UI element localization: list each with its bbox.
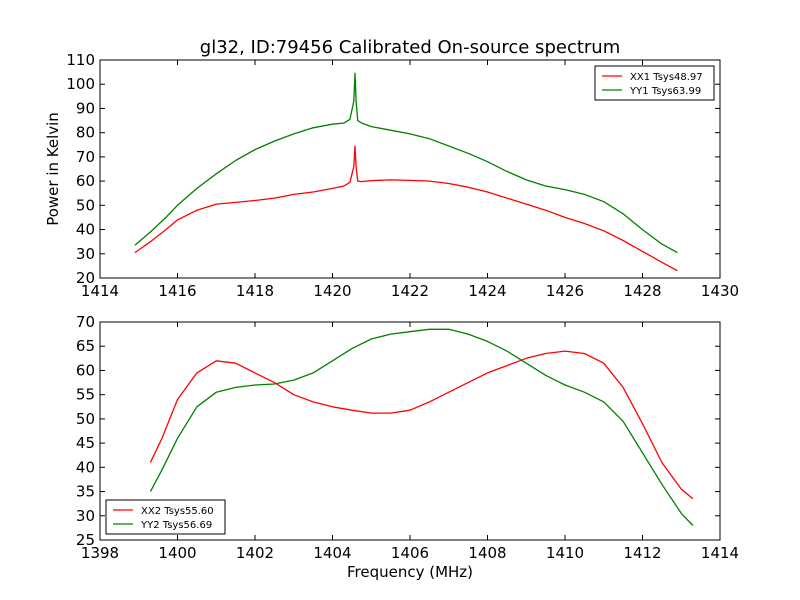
- legend-box-1: [594, 65, 715, 101]
- x-tick-label-1-1: 1416: [158, 282, 196, 300]
- x-tick-label-1-2: 1418: [236, 282, 274, 300]
- y-axis-label-top: Power in Kelvin: [44, 112, 62, 226]
- y-tick-label-1-9: 110: [66, 51, 95, 69]
- x-tick-label-1-6: 1426: [546, 282, 584, 300]
- x-axis-label: Frequency (MHz): [347, 563, 473, 581]
- series-line-1-2: [134, 72, 678, 254]
- x-tick-label-1-0: 1414: [81, 282, 119, 300]
- y-tick-label-1-5: 70: [76, 148, 95, 166]
- y-tick-label-2-8: 65: [76, 337, 95, 355]
- series-line-2-1: [149, 350, 694, 500]
- top-panel: 1414 1416 1418 1420 1422 1424 1426 1428 1430 20 30…: [66, 51, 739, 300]
- chart-title: gl32, ID:79456 Calibrated On-source spec…: [200, 37, 620, 58]
- y-tick-label-2-2: 35: [76, 483, 95, 501]
- legend-label-1-1: XX1 Tsys48.97: [630, 72, 703, 83]
- y-tick-label-1-6: 80: [76, 124, 95, 142]
- y-tick-label-1-3: 50: [76, 196, 95, 214]
- y-tick-label-1-7: 90: [76, 99, 95, 117]
- y-tick-label-2-9: 70: [76, 313, 95, 331]
- bottom-panel: 1398 1400 1402 1404 1406 1408 1410 1412 1414 25 30…: [76, 313, 739, 562]
- y-tick-label-2-7: 60: [76, 361, 95, 379]
- x-tick-label-1-8: 1430: [701, 282, 739, 300]
- x-tick-label-2-8: 1414: [701, 544, 739, 562]
- x-tick-label-2-0: 1398: [81, 544, 119, 562]
- y-tick-label-1-1: 30: [76, 245, 95, 263]
- x-tick-label-1-7: 1428: [623, 282, 661, 300]
- series-line-2-2: [149, 328, 694, 526]
- legend-box-2: [105, 499, 226, 535]
- x-tick-label-2-5: 1408: [468, 544, 506, 562]
- x-tick-label-2-2: 1402: [236, 544, 274, 562]
- y-tick-label-1-4: 60: [76, 172, 95, 190]
- y-tick-label-2-0: 25: [76, 531, 95, 549]
- x-tick-label-2-3: 1404: [313, 544, 351, 562]
- x-tick-label-1-5: 1424: [468, 282, 506, 300]
- legend-label-2-1: XX2 Tsys55.60: [141, 506, 214, 517]
- x-tick-label-1-3: 1420: [313, 282, 351, 300]
- x-tick-label-2-4: 1406: [391, 544, 429, 562]
- x-tick-label-2-1: 1400: [158, 544, 196, 562]
- legend-label-2-2: YY2 Tsys56.69: [140, 520, 212, 531]
- legend-label-1-2: YY1 Tsys63.99: [629, 86, 701, 97]
- y-tick-label-1-2: 40: [76, 221, 95, 239]
- y-tick-label-2-1: 30: [76, 507, 95, 525]
- x-tick-label-1-4: 1422: [391, 282, 429, 300]
- series-line-1-1: [134, 145, 678, 272]
- y-tick-label-1-0: 20: [76, 269, 95, 287]
- y-tick-label-2-3: 40: [76, 458, 95, 476]
- y-tick-label-2-6: 55: [76, 386, 95, 404]
- x-tick-label-2-6: 1410: [546, 544, 584, 562]
- y-tick-label-1-8: 100: [66, 75, 95, 93]
- y-tick-label-2-4: 45: [76, 434, 95, 452]
- y-tick-label-2-5: 50: [76, 410, 95, 428]
- x-tick-label-2-7: 1412: [623, 544, 661, 562]
